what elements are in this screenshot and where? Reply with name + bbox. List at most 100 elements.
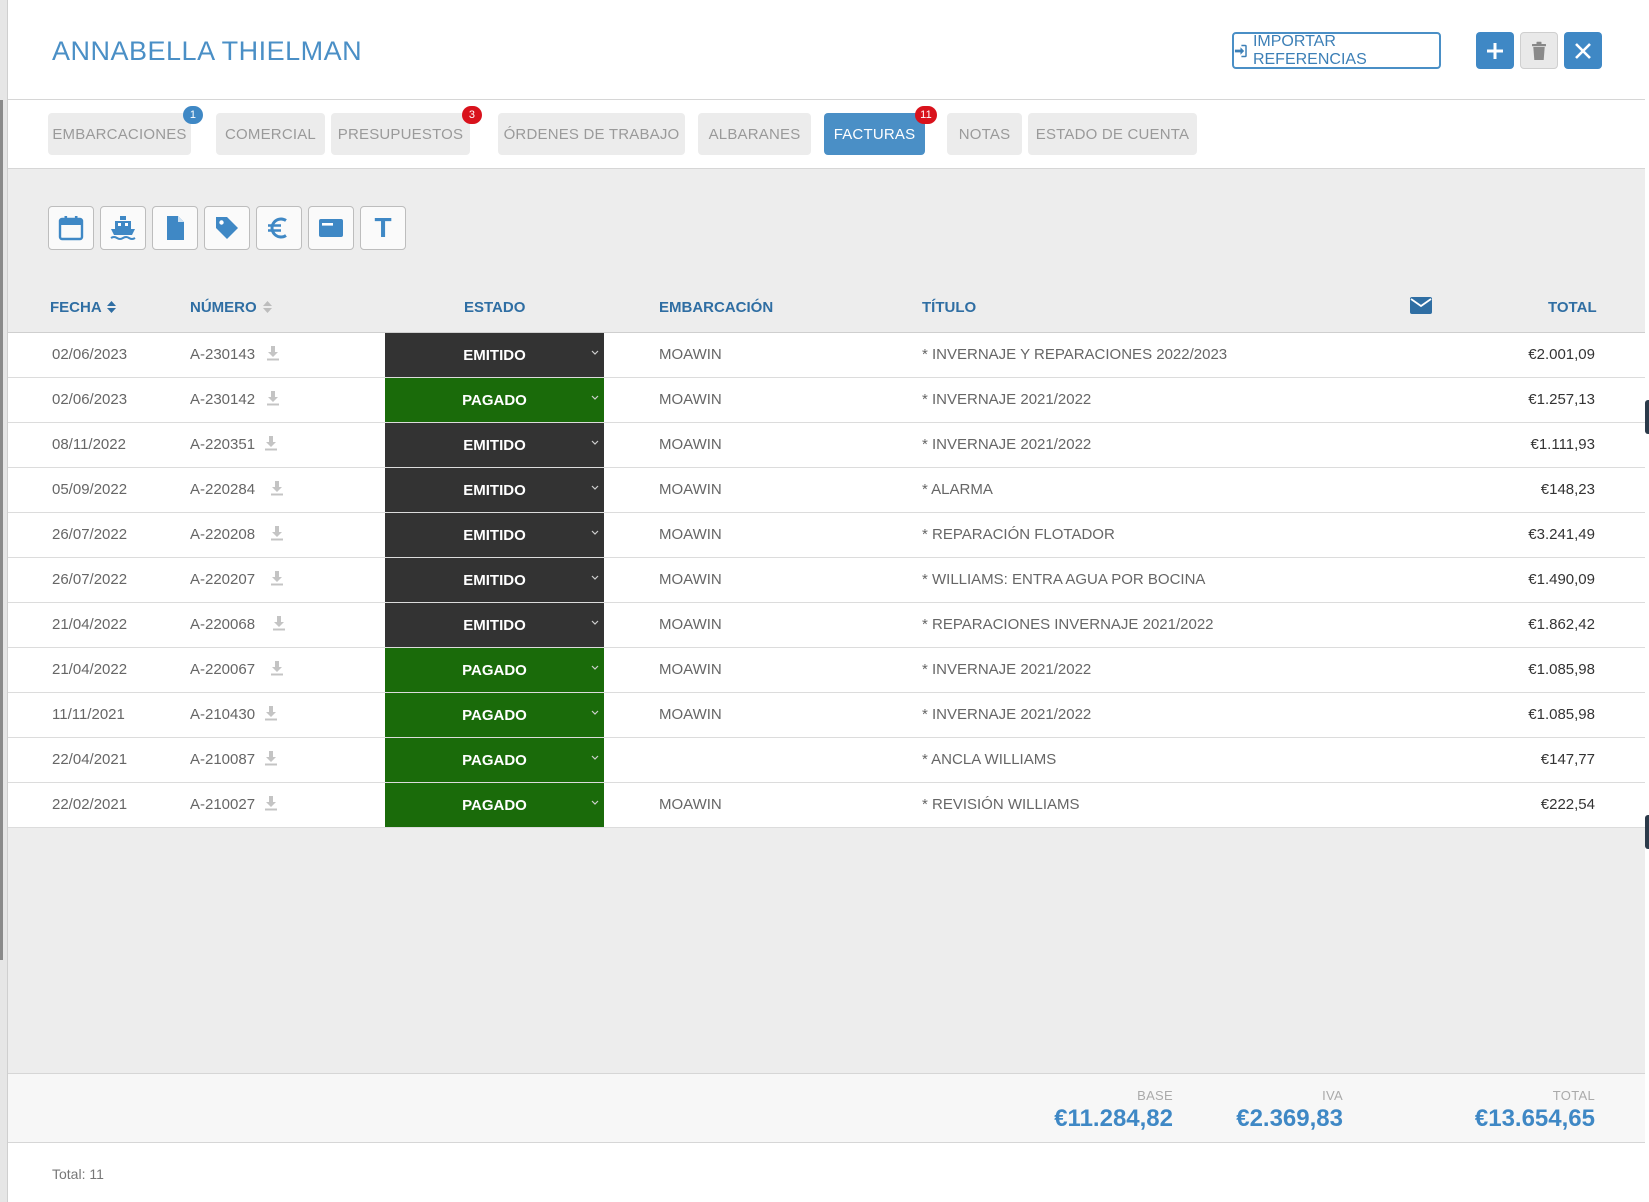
- status-select[interactable]: EMITIDO: [385, 603, 604, 647]
- background-strip: [0, 100, 3, 960]
- numero-cell: A-210430: [190, 706, 256, 723]
- header-label: NÚMERO: [190, 299, 257, 316]
- iva-summary: IVA €2.369,83: [1236, 1088, 1343, 1133]
- trash-icon: [1532, 41, 1546, 60]
- amount-filter-button[interactable]: [256, 206, 302, 250]
- titulo-cell: * INVERNAJE 2021/2022: [922, 436, 1092, 453]
- download-icon[interactable]: [264, 750, 278, 766]
- status-select[interactable]: PAGADO: [385, 693, 604, 737]
- download-icon[interactable]: [272, 615, 286, 631]
- download-icon[interactable]: [264, 435, 278, 451]
- titulo-header[interactable]: TÍTULO: [922, 299, 977, 316]
- status-value: PAGADO: [462, 751, 527, 769]
- table-row[interactable]: 22/04/2021 A-210087 PAGADO * ANCLA WILLIAMS…: [8, 738, 1645, 783]
- email-header[interactable]: [1410, 297, 1432, 318]
- table-row[interactable]: 11/11/2021 A-210430 PAGADO MOAWIN * INVERNAJ…: [8, 693, 1645, 738]
- numero-cell: A-220351: [190, 436, 256, 453]
- table-row[interactable]: 02/06/2023 A-230142 PAGADO MOAWIN * INVERNAJ…: [8, 378, 1645, 423]
- table-row[interactable]: 08/11/2022 A-220351 EMITIDO MOAWIN * INVERNA…: [8, 423, 1645, 468]
- download-icon[interactable]: [266, 345, 280, 361]
- chevron-down-icon: [591, 438, 599, 448]
- status-select[interactable]: EMITIDO: [385, 513, 604, 557]
- status-select[interactable]: EMITIDO: [385, 558, 604, 602]
- status-select[interactable]: PAGADO: [385, 378, 604, 422]
- plus-icon: [1487, 42, 1503, 59]
- tag-filter-button[interactable]: [204, 206, 250, 250]
- download-icon[interactable]: [264, 705, 278, 721]
- base-label: BASE: [1137, 1088, 1173, 1103]
- embarcacion-header[interactable]: EMBARCACIÓN: [659, 299, 774, 316]
- tab-label: ESTADO DE CUENTA: [1035, 125, 1190, 143]
- download-icon[interactable]: [270, 660, 284, 676]
- document-filter-button[interactable]: [152, 206, 198, 250]
- tab-comercial[interactable]: COMERCIAL: [216, 113, 325, 155]
- tab-embarcaciones[interactable]: EMBARCACIONES 1: [48, 106, 203, 155]
- fecha-header[interactable]: FECHA: [50, 299, 117, 316]
- table-row[interactable]: 26/07/2022 A-220207 EMITIDO MOAWIN * WILLIAM…: [8, 558, 1645, 603]
- total-cell: €147,77: [1540, 751, 1595, 768]
- embarcacion-cell: MOAWIN: [659, 706, 722, 723]
- fecha-cell: 02/06/2023: [52, 346, 128, 363]
- titulo-cell: * INVERNAJE 2021/2022: [922, 706, 1092, 723]
- status-select[interactable]: EMITIDO: [385, 423, 604, 467]
- status-value: EMITIDO: [463, 436, 526, 454]
- total-cell: €148,23: [1540, 481, 1595, 498]
- embarcacion-cell: MOAWIN: [659, 526, 722, 543]
- download-icon[interactable]: [270, 525, 284, 541]
- tab-label: FACTURAS: [833, 125, 916, 143]
- close-button[interactable]: [1564, 32, 1602, 69]
- tab-notas[interactable]: NOTAS: [947, 113, 1022, 155]
- sign-in-icon: [1234, 44, 1247, 57]
- fecha-cell: 22/02/2021: [52, 796, 128, 813]
- download-icon[interactable]: [270, 570, 284, 586]
- table-row[interactable]: 02/06/2023 A-230143 EMITIDO MOAWIN * INVERNA…: [8, 333, 1645, 378]
- numero-cell: A-220067: [190, 661, 256, 678]
- tab-facturas[interactable]: FACTURAS 11: [824, 106, 937, 155]
- fecha-cell: 21/04/2022: [52, 616, 128, 633]
- total-cell: €1.490,09: [1528, 571, 1595, 588]
- card-filter-button[interactable]: [308, 206, 354, 250]
- status-select[interactable]: EMITIDO: [385, 333, 604, 377]
- fecha-cell: 05/09/2022: [52, 481, 128, 498]
- numero-cell: A-210087: [190, 751, 256, 768]
- invoice-table-body: 02/06/2023 A-230143 EMITIDO MOAWIN * INVERNA…: [8, 333, 1645, 828]
- fecha-cell: 26/07/2022: [52, 571, 128, 588]
- add-button[interactable]: [1476, 32, 1514, 69]
- status-value: EMITIDO: [463, 571, 526, 589]
- status-select[interactable]: EMITIDO: [385, 468, 604, 512]
- download-icon[interactable]: [266, 390, 280, 406]
- tab-presupuestos[interactable]: PRESUPUESTOS 3: [331, 106, 482, 155]
- status-select[interactable]: PAGADO: [385, 783, 604, 827]
- total-header[interactable]: TOTAL: [1548, 299, 1597, 316]
- download-icon[interactable]: [264, 795, 278, 811]
- estado-header[interactable]: ESTADO: [464, 299, 526, 316]
- embarcacion-cell: MOAWIN: [659, 571, 722, 588]
- status-select[interactable]: PAGADO: [385, 738, 604, 782]
- sort-icon: [107, 301, 117, 313]
- tab-ordenes-de-trabajo[interactable]: ÓRDENES DE TRABAJO: [498, 113, 685, 155]
- status-select[interactable]: PAGADO: [385, 648, 604, 692]
- table-row[interactable]: 21/04/2022 A-220068 EMITIDO MOAWIN * REPARAC…: [8, 603, 1645, 648]
- download-icon[interactable]: [270, 480, 284, 496]
- title-filter-button[interactable]: T: [360, 206, 406, 250]
- record-count: Total: 11: [52, 1166, 104, 1182]
- delete-button[interactable]: [1520, 32, 1558, 69]
- background-edge-left: [0, 0, 8, 1202]
- total-value: €13.654,65: [1474, 1105, 1595, 1132]
- date-filter-button[interactable]: [48, 206, 94, 250]
- numero-header[interactable]: NÚMERO: [190, 299, 272, 316]
- background-edge-right: [1645, 0, 1649, 1202]
- titulo-cell: * REVISIÓN WILLIAMS: [922, 796, 1080, 813]
- titulo-cell: * REPARACIONES INVERNAJE 2021/2022: [922, 616, 1214, 633]
- table-row[interactable]: 26/07/2022 A-220208 EMITIDO MOAWIN * REPARAC…: [8, 513, 1645, 558]
- total-cell: €1.085,98: [1528, 661, 1595, 678]
- tab-estado-de-cuenta[interactable]: ESTADO DE CUENTA: [1028, 113, 1197, 155]
- table-row[interactable]: 22/02/2021 A-210027 PAGADO MOAWIN * REVISIÓN…: [8, 783, 1645, 828]
- table-row[interactable]: 21/04/2022 A-220067 PAGADO MOAWIN * INVERNAJ…: [8, 648, 1645, 693]
- import-references-button[interactable]: IMPORTAR REFERENCIAS: [1232, 32, 1441, 69]
- numero-cell: A-230143: [190, 346, 256, 363]
- tab-albaranes[interactable]: ALBARANES: [698, 113, 811, 155]
- fecha-cell: 21/04/2022: [52, 661, 128, 678]
- boat-filter-button[interactable]: [100, 206, 146, 250]
- table-row[interactable]: 05/09/2022 A-220284 EMITIDO MOAWIN * ALARMA €…: [8, 468, 1645, 513]
